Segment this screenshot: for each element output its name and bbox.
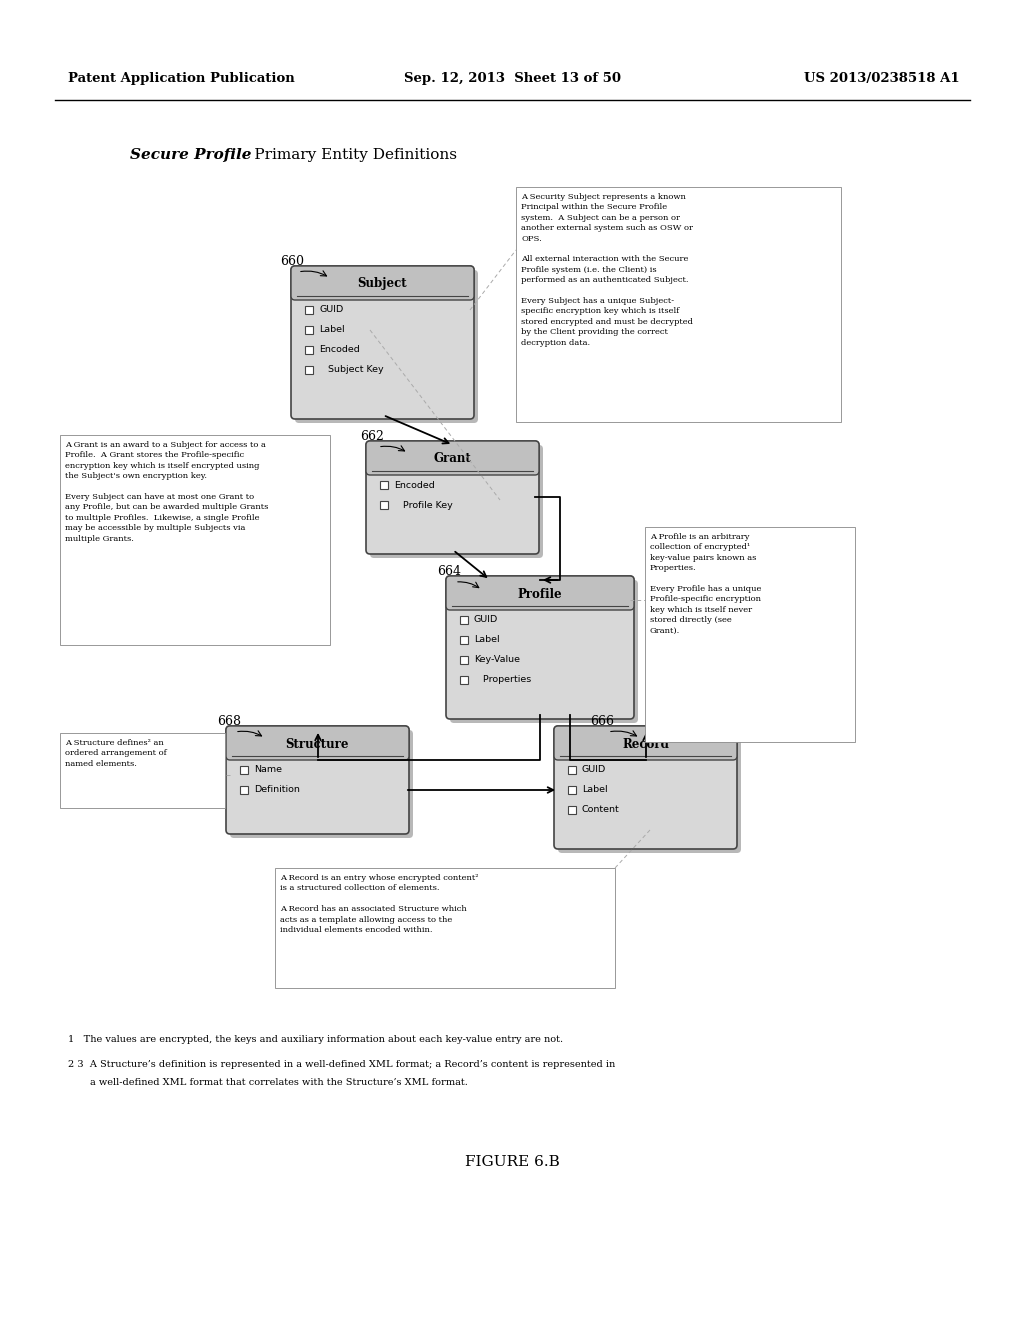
Bar [305, 326, 313, 334]
Text: Name: Name [254, 766, 282, 775]
Text: Definition: Definition [254, 785, 300, 795]
Text: A Record is an entry whose encrypted content²
is a structured collection of elem: A Record is an entry whose encrypted con… [280, 874, 478, 935]
Bar [380, 502, 388, 510]
Text: 668: 668 [217, 715, 241, 729]
FancyBboxPatch shape [230, 730, 413, 838]
FancyBboxPatch shape [446, 576, 634, 610]
Text: Patent Application Publication: Patent Application Publication [68, 73, 295, 84]
Text: A Security Subject represents a known
Principal within the Secure Profile
system: A Security Subject represents a known Pr… [521, 193, 693, 347]
FancyBboxPatch shape [370, 445, 543, 558]
Text: 1   The values are encrypted, the keys and auxiliary information about each key-: 1 The values are encrypted, the keys and… [68, 1035, 563, 1044]
Bar [460, 676, 468, 684]
FancyBboxPatch shape [554, 726, 737, 760]
FancyBboxPatch shape [366, 441, 539, 475]
Text: 2 3  A Structure’s definition is represented in a well-defined XML format; a Rec: 2 3 A Structure’s definition is represen… [68, 1060, 615, 1069]
FancyBboxPatch shape [554, 726, 737, 849]
Text: US 2013/0238518 A1: US 2013/0238518 A1 [805, 73, 961, 84]
FancyBboxPatch shape [558, 730, 741, 853]
Text: 660: 660 [280, 255, 304, 268]
FancyBboxPatch shape [226, 726, 409, 760]
Text: Structure: Structure [286, 738, 349, 751]
Text: Content: Content [582, 805, 620, 814]
FancyBboxPatch shape [226, 726, 409, 834]
Text: Properties: Properties [474, 676, 531, 685]
Bar [645, 527, 855, 742]
Text: Profile: Profile [518, 587, 562, 601]
Bar [240, 785, 248, 795]
Bar [516, 187, 841, 422]
Bar [460, 656, 468, 664]
Bar [568, 766, 575, 774]
Text: 662: 662 [360, 430, 384, 444]
Bar [60, 733, 225, 808]
Bar [305, 306, 313, 314]
Text: Grant: Grant [433, 453, 471, 466]
Bar [60, 436, 330, 645]
Text: Label: Label [474, 635, 500, 644]
Text: Subject Key: Subject Key [319, 366, 384, 375]
FancyBboxPatch shape [291, 267, 474, 418]
Text: A Grant is an award to a Subject for access to a
Profile.  A Grant stores the Pr: A Grant is an award to a Subject for acc… [65, 441, 268, 543]
Bar [240, 766, 248, 774]
Text: A Profile is an arbitrary
collection of encrypted¹
key-value pairs known as
Prop: A Profile is an arbitrary collection of … [650, 533, 762, 635]
Text: 666: 666 [590, 715, 614, 729]
Text: Encoded: Encoded [319, 346, 359, 355]
Bar [568, 785, 575, 795]
Text: FIGURE 6.B: FIGURE 6.B [465, 1155, 559, 1170]
Text: A Structure defines² an
ordered arrangement of
named elements.: A Structure defines² an ordered arrangem… [65, 739, 167, 768]
Bar [460, 636, 468, 644]
FancyBboxPatch shape [450, 579, 638, 723]
Bar [275, 869, 615, 987]
FancyBboxPatch shape [291, 267, 474, 300]
Bar [568, 807, 575, 814]
Text: Label: Label [582, 785, 607, 795]
FancyBboxPatch shape [446, 576, 634, 719]
Text: Secure Profile: Secure Profile [130, 148, 252, 162]
Bar [305, 366, 313, 374]
Text: GUID: GUID [319, 305, 343, 314]
Text: Key-Value: Key-Value [474, 656, 520, 664]
FancyBboxPatch shape [366, 441, 539, 554]
Bar [460, 616, 468, 624]
Text: GUID: GUID [582, 766, 606, 775]
Text: GUID: GUID [474, 615, 499, 624]
FancyBboxPatch shape [295, 271, 478, 422]
Text: Encoded: Encoded [394, 480, 435, 490]
Bar [380, 480, 388, 488]
Text: 664: 664 [437, 565, 461, 578]
Text: Profile Key: Profile Key [394, 500, 453, 510]
Text: a well-defined XML format that correlates with the Structure’s XML format.: a well-defined XML format that correlate… [90, 1078, 468, 1086]
Text: Subject: Subject [357, 277, 408, 290]
Bar [305, 346, 313, 354]
Text: Sep. 12, 2013  Sheet 13 of 50: Sep. 12, 2013 Sheet 13 of 50 [403, 73, 621, 84]
Text: Record: Record [622, 738, 669, 751]
Text: – Primary Entity Definitions: – Primary Entity Definitions [237, 148, 457, 162]
Text: Label: Label [319, 326, 345, 334]
